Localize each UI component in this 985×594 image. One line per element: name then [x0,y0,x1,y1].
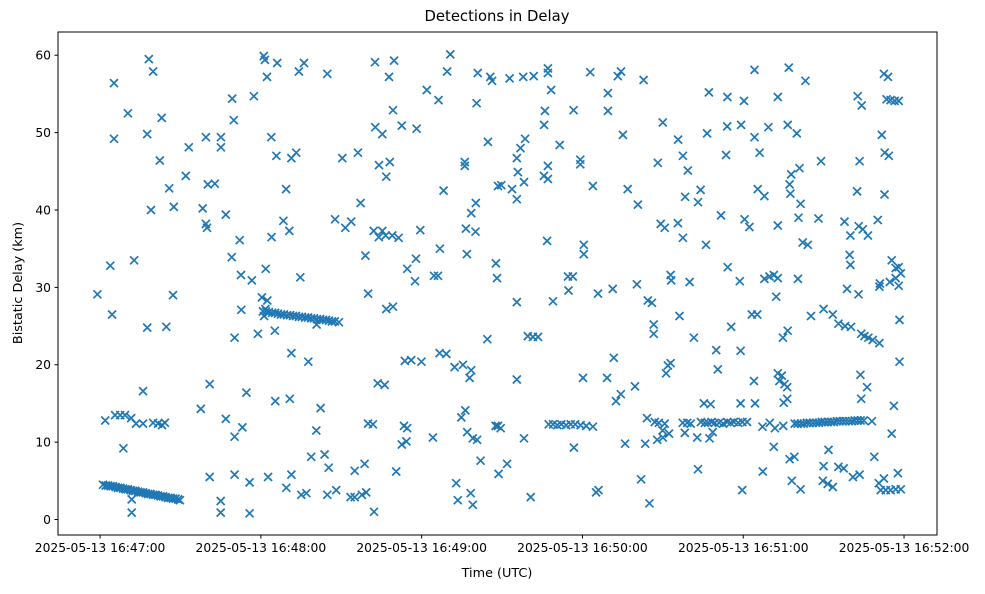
x-tick-label: 2025-05-13 16:50:00 [517,541,648,555]
y-tick-label: 0 [43,513,51,527]
plot-border [57,31,938,536]
x-tick-label: 2025-05-13 16:49:00 [356,541,487,555]
scatter-points [92,49,906,518]
x-tick-label: 2025-05-13 16:51:00 [678,541,809,555]
y-tick-label: 50 [35,126,51,140]
y-tick-label: 20 [35,358,51,372]
y-tick-label: 40 [35,203,51,217]
y-tick-label: 30 [35,281,51,295]
chart-title: Detections in Delay [425,8,570,25]
x-tick-label: 2025-05-13 16:48:00 [196,541,327,555]
y-axis-label: Bistatic Delay (km) [11,222,26,344]
y-tick-label: 10 [35,436,51,450]
scatter-marker-path [92,49,906,518]
x-tick-label: 2025-05-13 16:52:00 [839,541,970,555]
x-axis-label: Time (UTC) [461,566,533,581]
axes-ticks: 2025-05-13 16:47:00 2025-05-13 16:48:00 20… [35,49,970,555]
y-tick-label: 60 [35,49,51,63]
x-tick-label: 2025-05-13 16:47:00 [35,541,166,555]
